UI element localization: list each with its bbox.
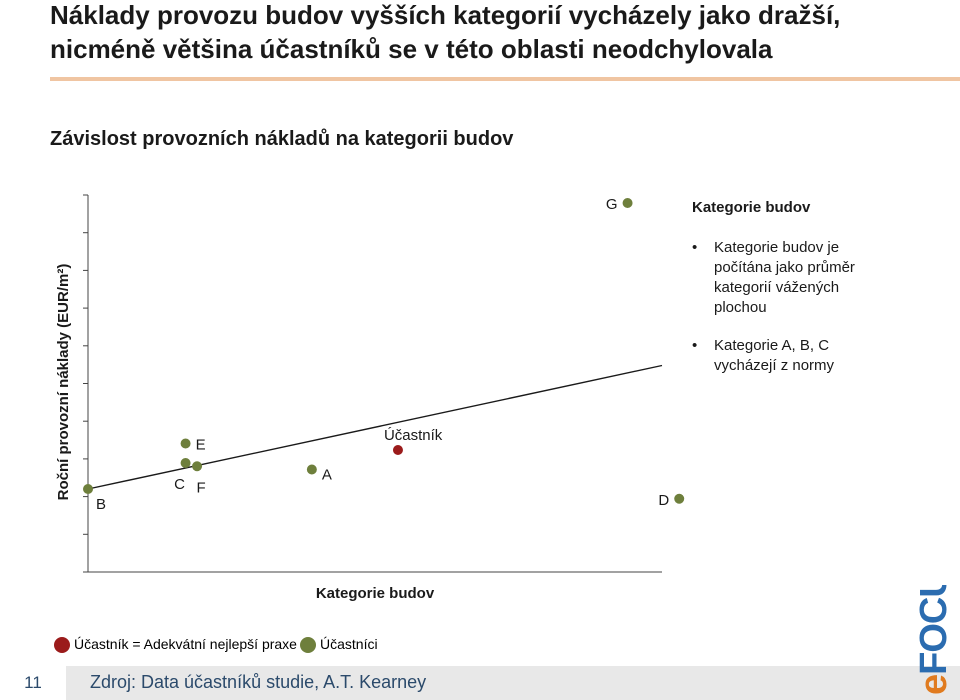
data-point-g [622, 198, 633, 208]
slide-title: Náklady provozu budov vyšších kategorií … [50, 0, 841, 64]
bullet-text: Kategorie A, B, C vycházejí z normy [714, 337, 835, 374]
data-label-g: G [606, 196, 618, 213]
legend-marker-icon [300, 637, 316, 653]
chart-axes [83, 194, 662, 573]
bullet-item: • Kategorie budov je počítána jako průměr… [692, 238, 892, 318]
svg-text:eFOCUS: eFOCUS [913, 585, 955, 695]
info-panel-title: Kategorie budov [692, 199, 811, 216]
legend-marker-icon [54, 637, 70, 653]
data-point-d [674, 493, 685, 504]
legend-label: Účastníci [320, 636, 378, 652]
data-point-e [180, 438, 191, 449]
bullet-dot-icon: • [692, 239, 698, 256]
trend-line [87, 364, 663, 490]
data-label-c: C [174, 476, 185, 493]
data-point-c [180, 458, 191, 468]
data-point-účastník [392, 445, 403, 455]
data-label-a: A [322, 467, 332, 484]
data-point-b [83, 484, 93, 494]
scatter-chart: B C F E A Účastník G D Roční provozní náklady (… [55, 194, 685, 602]
legend-label: Účastník = Adekvátní nejlepší praxe [74, 636, 297, 652]
x-axis-label: Kategorie budov [316, 585, 435, 602]
bullet-item: • Kategorie A, B, C vycházejí z normy [692, 336, 892, 376]
page-number: 11 [0, 666, 66, 700]
footer-bar [66, 666, 960, 700]
source-note: Zdroj: Data účastníků studie, A.T. Kearn… [90, 672, 427, 692]
data-points: B C F E A Účastník G D [83, 196, 685, 513]
chart-subtitle: Závislost provozních nákladů na kategori… [50, 128, 514, 150]
data-point-a [306, 464, 317, 475]
data-label-f: F [196, 479, 205, 496]
bullet-text: Kategorie budov je počítána jako průměr … [714, 239, 855, 316]
data-label-b: B [96, 496, 106, 513]
data-point-f [192, 461, 203, 472]
efocus-logo: eFOCUS [913, 585, 955, 695]
data-label-účastník: Účastník [384, 427, 443, 444]
data-label-d: D [658, 492, 669, 509]
y-axis-label: Roční provozní náklady (EUR/m²) [55, 264, 72, 501]
title-divider [50, 77, 960, 81]
bullet-dot-icon: • [692, 337, 698, 354]
info-bullets: • Kategorie budov je počítána jako průměr… [692, 238, 892, 394]
data-label-e: E [196, 437, 206, 454]
